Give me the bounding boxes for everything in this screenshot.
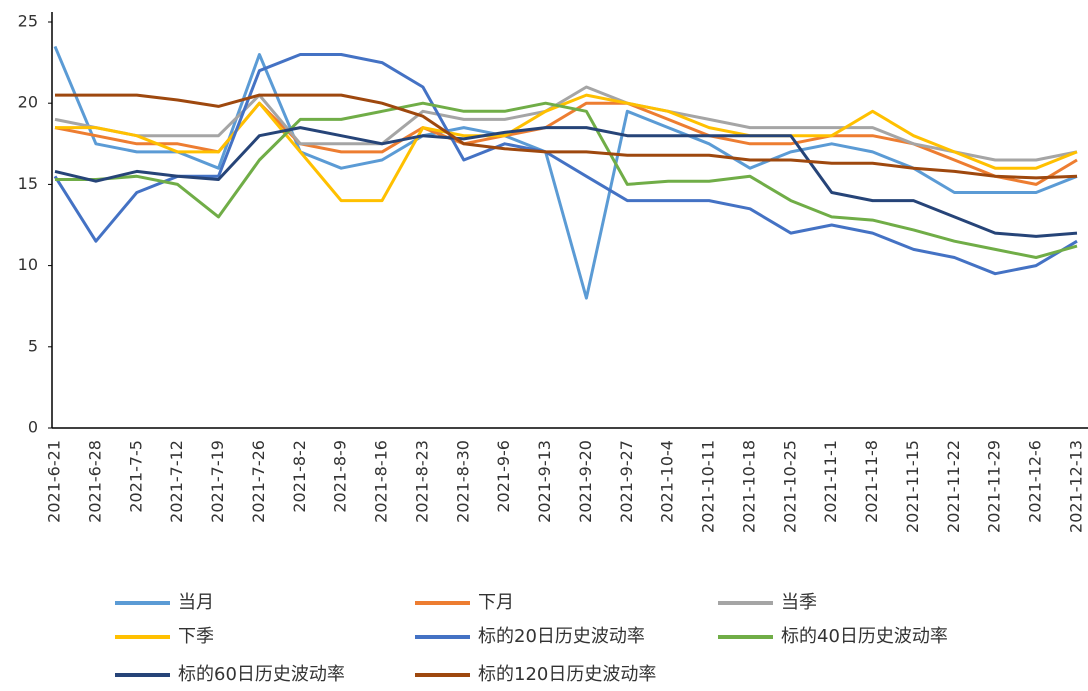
x-tick-label: 2021-9-20 <box>576 440 595 523</box>
x-tick-label: 2021-10-11 <box>699 440 718 533</box>
series-line <box>53 45 1078 300</box>
x-tick-label: 2021-7-12 <box>167 440 186 523</box>
x-tick-label: 2021-11-8 <box>862 440 881 523</box>
x-tick-label: 2021-10-25 <box>780 440 799 533</box>
series-line <box>55 101 1078 259</box>
y-tick-label: 5 <box>28 336 38 355</box>
y-tick-label: 20 <box>18 93 38 112</box>
x-tick-label: 2021-7-19 <box>208 440 227 523</box>
x-tick-label: 2021-8-16 <box>372 440 391 523</box>
legend-label: 当季 <box>781 592 817 613</box>
series-line <box>55 93 1078 203</box>
x-tick-label: 2021-9-27 <box>617 440 636 523</box>
x-tick-label: 2021-12-13 <box>1067 440 1086 533</box>
x-tick-label: 2021-11-29 <box>985 440 1004 533</box>
x-tick-label: 2021-8-30 <box>453 440 472 523</box>
x-tick-label: 2021-11-15 <box>903 440 922 533</box>
x-tick-label: 2021-11-1 <box>821 440 840 523</box>
series-line <box>54 126 1078 238</box>
series-line <box>54 85 1078 162</box>
x-tick-label: 2021-10-18 <box>739 440 758 533</box>
y-tick-label: 25 <box>18 12 38 31</box>
x-tick-label: 2021-10-4 <box>658 440 677 523</box>
series-line <box>55 93 1078 180</box>
legend-label: 下季 <box>178 626 214 647</box>
series-line <box>53 53 1078 276</box>
y-tick-label: 0 <box>28 418 38 437</box>
x-tick-label: 2021-11-22 <box>944 440 963 533</box>
x-tick-label: 2021-7-26 <box>249 440 268 523</box>
x-tick-label: 2021-7-5 <box>126 440 145 513</box>
x-tick-label: 2021-8-2 <box>290 440 309 513</box>
x-tick-label: 2021-8-9 <box>331 440 350 513</box>
y-tick-label: 15 <box>18 174 38 193</box>
x-tick-label: 2021-9-13 <box>535 440 554 523</box>
x-tick-label: 2021-9-6 <box>494 440 513 513</box>
x-tick-label: 2021-8-23 <box>412 440 431 523</box>
y-tick-label: 10 <box>18 255 38 274</box>
legend-label: 下月 <box>478 592 514 613</box>
legend-label: 标的40日历史波动率 <box>781 626 948 647</box>
x-tick-label: 2021-6-21 <box>45 440 64 523</box>
x-tick-label: 2021-6-28 <box>85 440 104 523</box>
legend-label: 标的60日历史波动率 <box>178 664 345 685</box>
legend-label: 标的20日历史波动率 <box>478 626 645 647</box>
series-line <box>54 101 1078 186</box>
legend-label: 标的120日历史波动率 <box>478 664 656 685</box>
x-tick-label: 2021-12-6 <box>1026 440 1045 523</box>
legend-label: 当月 <box>178 592 214 613</box>
